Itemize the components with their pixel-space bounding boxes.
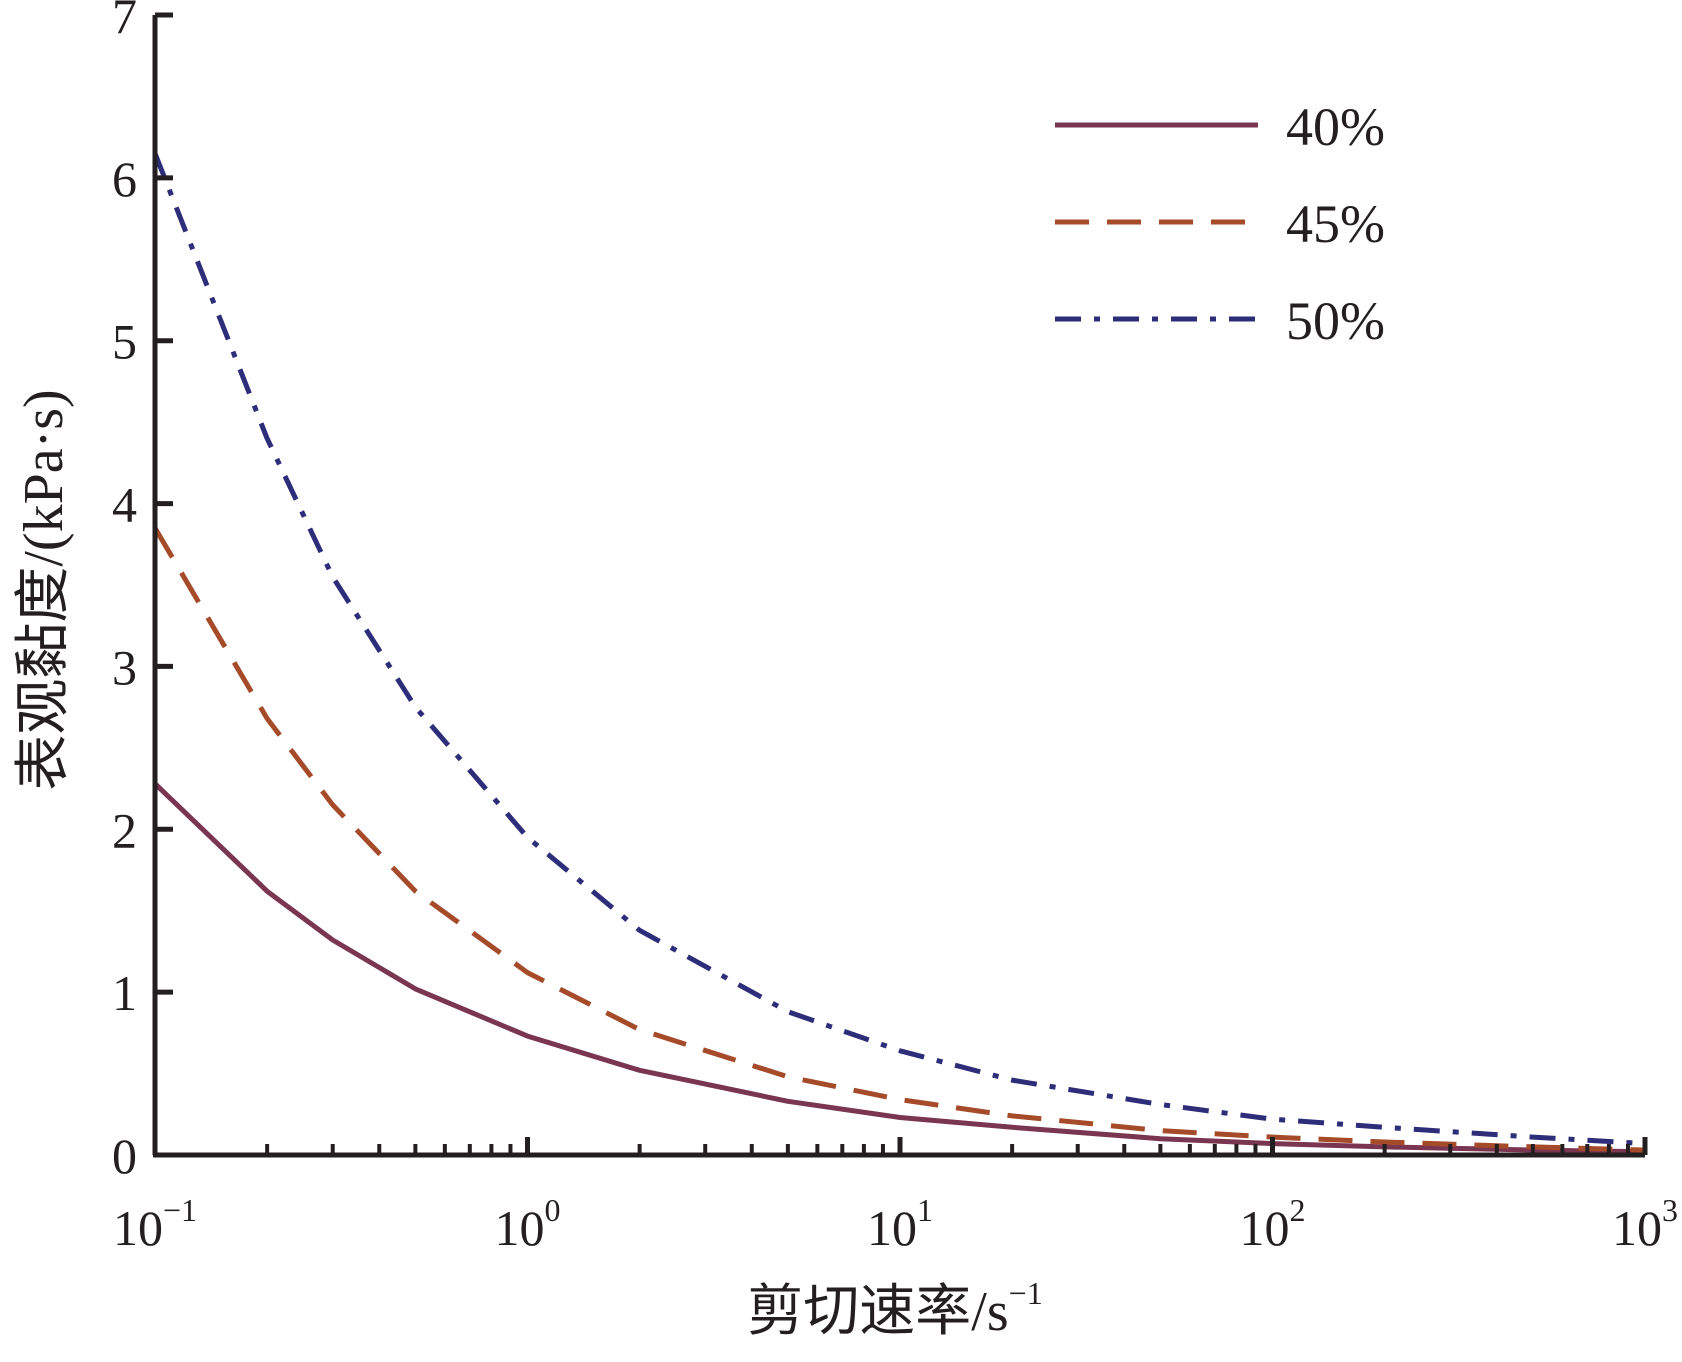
- y-tick-label: 0: [112, 1128, 137, 1184]
- x-ticks: 10−1 100 101 102 103: [113, 1137, 1678, 1256]
- x-tick-label: 101: [867, 1192, 933, 1256]
- x-tick-label: 10−1: [113, 1192, 197, 1256]
- plot-area: [152, 152, 1646, 1155]
- y-tick-label: 2: [112, 802, 137, 858]
- x-tick-label: 103: [1612, 1192, 1678, 1256]
- series-line-1: [153, 781, 1646, 1155]
- y-ticks: 0 1 2 3 4 5 6 7: [112, 0, 173, 1184]
- legend-label-3: 50%: [1286, 291, 1385, 351]
- series-line-2: [152, 526, 1646, 1153]
- legend-label-2: 45%: [1286, 194, 1385, 254]
- y-tick-label: 5: [112, 314, 137, 370]
- x-axis-title-superscript: −1: [1009, 1275, 1043, 1311]
- y-tick-label: 3: [112, 639, 137, 695]
- y-tick-label: 7: [112, 0, 137, 44]
- y-tick-label: 6: [112, 151, 137, 207]
- axes: 0 1 2 3 4 5 6 7 10−1 100 101 102 103: [112, 0, 1678, 1256]
- series-line-3: [152, 152, 1646, 1147]
- legend: 40% 45% 50%: [1055, 97, 1385, 351]
- y-tick-label: 1: [112, 965, 137, 1021]
- y-axis-title: 表观黏度/(kPa·s): [13, 389, 75, 790]
- y-tick-label: 4: [112, 477, 137, 533]
- x-axis-title: 剪切速率/s−1: [747, 1275, 1042, 1343]
- legend-label-1: 40%: [1286, 97, 1385, 157]
- x-tick-label: 100: [495, 1192, 561, 1256]
- x-tick-label: 102: [1240, 1192, 1306, 1256]
